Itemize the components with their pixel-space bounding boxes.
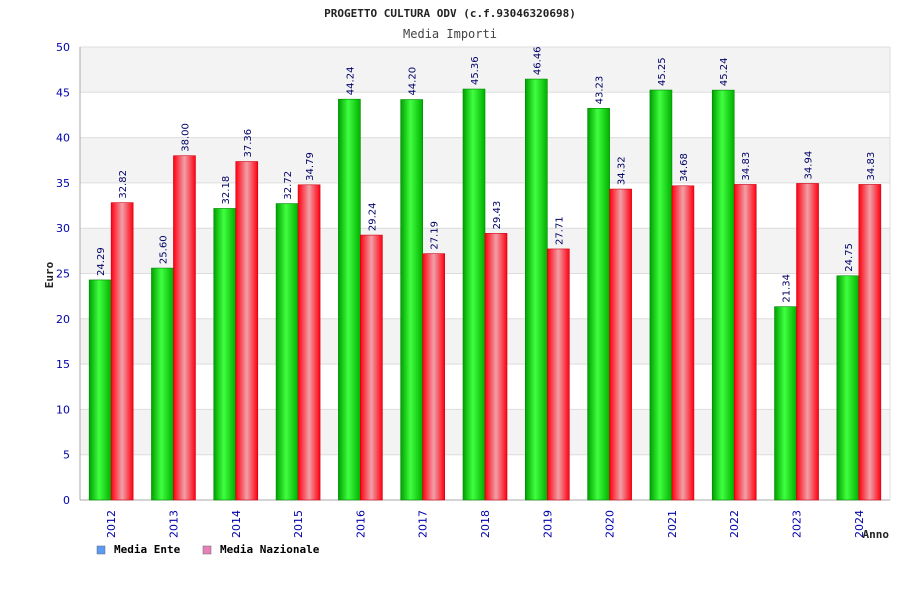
x-axis-ticks: 2012 2013 2014 2015 2016 2017 2018 2019 2020 2021… bbox=[105, 510, 866, 538]
bar-value-label: 32.82 bbox=[118, 170, 129, 199]
bar-value-label: 45.24 bbox=[719, 57, 730, 86]
bar-media-ente-2024 bbox=[836, 275, 860, 501]
bar-media-nazionale-2023 bbox=[796, 183, 819, 501]
bar-value-label: 43.23 bbox=[595, 76, 606, 105]
bar-media-nazionale-2020 bbox=[609, 188, 632, 501]
x-tick-label: 2016 bbox=[354, 510, 367, 538]
bar-value-label: 25.60 bbox=[158, 235, 169, 264]
bar-value-label: 29.24 bbox=[367, 202, 378, 231]
grid-band bbox=[80, 47, 890, 93]
x-tick-label: 2015 bbox=[292, 510, 305, 538]
bar-media-ente-2013 bbox=[151, 267, 174, 501]
bar-value-label: 21.34 bbox=[782, 274, 793, 303]
bar-value-label: 46.46 bbox=[532, 46, 543, 75]
bar-value-label: 34.79 bbox=[305, 152, 316, 181]
x-tick-label: 2012 bbox=[105, 510, 118, 538]
y-tick-label: 20 bbox=[56, 313, 70, 326]
bar-value-label: 34.83 bbox=[866, 152, 877, 181]
bar-media-nazionale-2022 bbox=[733, 184, 757, 501]
y-tick-label: 50 bbox=[56, 41, 70, 54]
y-tick-label: 25 bbox=[56, 268, 70, 281]
bar-value-label: 34.83 bbox=[741, 152, 752, 181]
bar-media-ente-2017 bbox=[400, 99, 423, 501]
y-tick-label: 40 bbox=[56, 132, 70, 145]
x-tick-label: 2023 bbox=[791, 510, 804, 538]
bar-value-labels: 24.29 32.82 25.60 38.00 32.18 37.36 32.72 34.79… bbox=[96, 46, 877, 302]
bar-media-nazionale-2017 bbox=[422, 253, 445, 501]
bar-value-label: 27.19 bbox=[430, 221, 441, 250]
x-tick-label: 2013 bbox=[167, 510, 180, 538]
bar-media-nazionale-2019 bbox=[547, 248, 570, 501]
x-tick-label: 2021 bbox=[666, 510, 679, 538]
y-tick-label: 5 bbox=[63, 449, 70, 462]
bar-media-ente-2012 bbox=[88, 279, 112, 501]
bar-value-label: 45.25 bbox=[657, 57, 668, 86]
x-tick-label: 2024 bbox=[853, 510, 866, 538]
bar-value-label: 34.68 bbox=[679, 153, 690, 182]
x-tick-label: 2019 bbox=[541, 510, 554, 538]
x-tick-label: 2014 bbox=[230, 510, 243, 538]
y-tick-label: 45 bbox=[56, 86, 70, 99]
legend-swatch-media-ente bbox=[96, 545, 106, 555]
bar-media-ente-2019 bbox=[525, 78, 548, 501]
y-tick-label: 15 bbox=[56, 358, 70, 371]
bar-media-nazionale-2016 bbox=[360, 234, 383, 501]
bar-media-ente-2022 bbox=[711, 89, 735, 501]
chart-title: PROGETTO CULTURA ODV (c.f.93046320698) bbox=[324, 7, 576, 20]
bar-value-label: 24.29 bbox=[96, 247, 107, 276]
x-axis-label: Anno bbox=[863, 528, 890, 541]
x-tick-label: 2022 bbox=[728, 510, 741, 538]
bars bbox=[88, 78, 882, 501]
bar-media-ente-2020 bbox=[587, 108, 610, 501]
x-tick-label: 2017 bbox=[417, 510, 430, 538]
y-axis-ticks: 0 5 10 15 20 25 30 35 40 45 50 bbox=[56, 41, 70, 507]
y-tick-label: 35 bbox=[56, 177, 70, 190]
bar-media-ente-2016 bbox=[338, 98, 361, 501]
bar-media-ente-2023 bbox=[774, 306, 797, 501]
bar-value-label: 32.72 bbox=[283, 171, 294, 200]
legend-label-media-nazionale: Media Nazionale bbox=[220, 543, 320, 556]
bar-value-label: 29.43 bbox=[492, 201, 503, 230]
bar-value-label: 27.71 bbox=[554, 216, 565, 245]
bar-media-nazionale-2024 bbox=[858, 184, 882, 501]
x-tick-label: 2018 bbox=[479, 510, 492, 538]
bar-value-label: 24.75 bbox=[844, 243, 855, 272]
bar-value-label: 34.32 bbox=[617, 156, 628, 185]
bar-value-label: 38.00 bbox=[180, 123, 191, 152]
bar-media-nazionale-2012 bbox=[110, 202, 134, 501]
y-axis-label: Euro bbox=[43, 261, 56, 288]
bar-media-nazionale-2021 bbox=[671, 185, 695, 501]
bar-media-ente-2018 bbox=[462, 88, 486, 501]
legend-label-media-ente: Media Ente bbox=[114, 543, 181, 556]
y-tick-label: 10 bbox=[56, 403, 70, 416]
legend: Media Ente Media Nazionale bbox=[96, 543, 320, 556]
bar-media-nazionale-2014 bbox=[235, 161, 259, 501]
chart-subtitle: Media Importi bbox=[403, 27, 497, 41]
bar-media-nazionale-2015 bbox=[297, 184, 321, 501]
bar-value-label: 44.24 bbox=[345, 67, 356, 96]
bar-media-nazionale-2013 bbox=[173, 155, 196, 501]
bar-media-ente-2015 bbox=[275, 203, 299, 501]
bar-value-label: 37.36 bbox=[243, 129, 254, 158]
bar-media-nazionale-2018 bbox=[484, 233, 508, 501]
y-tick-label: 0 bbox=[63, 494, 70, 507]
bar-media-ente-2014 bbox=[213, 208, 237, 501]
bar-value-label: 45.36 bbox=[470, 56, 481, 85]
bar-value-label: 32.18 bbox=[221, 176, 232, 205]
x-tick-label: 2020 bbox=[604, 510, 617, 538]
bar-value-label: 34.94 bbox=[804, 151, 815, 180]
y-tick-label: 30 bbox=[56, 222, 70, 235]
legend-swatch-media-nazionale bbox=[202, 545, 212, 555]
bar-media-ente-2021 bbox=[649, 89, 673, 501]
bar-value-label: 44.20 bbox=[408, 67, 419, 96]
